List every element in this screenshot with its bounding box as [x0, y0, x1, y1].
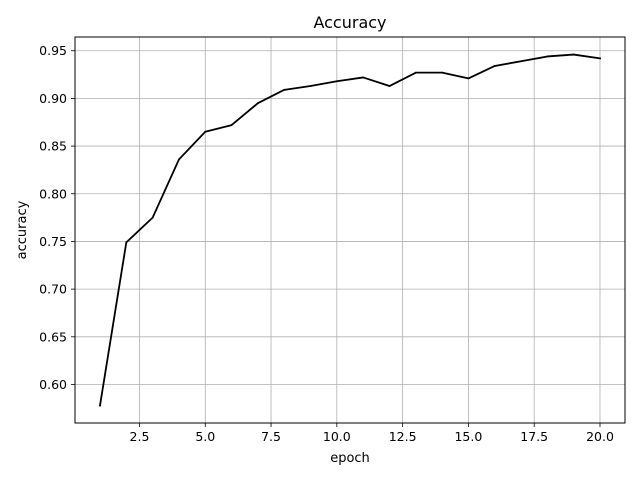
- y-tick-label: 0.75: [39, 234, 67, 249]
- y-tick-label: 0.85: [39, 139, 67, 154]
- data-point: [520, 60, 522, 63]
- y-tick-label: 0.70: [39, 282, 67, 297]
- data-point: [335, 80, 338, 83]
- y-tick-label: 0.90: [39, 91, 67, 106]
- data-point: [441, 71, 444, 74]
- y-tick-label: 0.60: [39, 377, 67, 392]
- data-point: [230, 124, 233, 127]
- plot-frame: [74, 36, 626, 424]
- chart-title: Accuracy: [313, 13, 386, 32]
- x-tick-label: 5.0: [195, 429, 215, 444]
- accuracy-line: [98, 53, 602, 407]
- data-point: [151, 216, 154, 219]
- y-axis-title: accuracy: [15, 200, 30, 259]
- data-point: [388, 85, 391, 87]
- data-point: [178, 158, 180, 161]
- data-point: [362, 76, 365, 79]
- x-tick-label: 17.5: [520, 429, 548, 444]
- x-tick-label: 20.0: [586, 429, 614, 444]
- data-point: [204, 130, 207, 133]
- data-point: [99, 404, 101, 407]
- x-tick-label: 12.5: [389, 429, 417, 444]
- data-point: [493, 65, 496, 67]
- data-point: [599, 57, 601, 60]
- x-tick-label: 7.5: [261, 429, 281, 444]
- data-point: [414, 71, 417, 74]
- x-axis-title: epoch: [330, 451, 370, 466]
- y-tick-label: 0.80: [39, 186, 67, 201]
- data-point: [125, 241, 128, 244]
- data-point: [572, 53, 575, 56]
- series-layer: [98, 53, 602, 407]
- x-axis: 2.5 5.0 7.5 10.0 12.5 15.0 17.5 20.0: [130, 423, 614, 444]
- x-tick-label: 15.0: [454, 429, 482, 444]
- data-point: [546, 55, 549, 58]
- x-tick-label: 10.0: [323, 429, 351, 444]
- data-point: [283, 88, 286, 91]
- data-point: [467, 77, 470, 80]
- data-point: [256, 102, 259, 105]
- x-tick-label: 2.5: [130, 429, 150, 444]
- y-tick-label: 0.95: [39, 43, 67, 58]
- data-point: [309, 85, 312, 87]
- y-tick-label: 0.65: [39, 329, 67, 344]
- y-axis: 0.60 0.65 0.70 0.75 0.80 0.85 0.90 0.95: [39, 43, 75, 392]
- grid: [75, 37, 625, 423]
